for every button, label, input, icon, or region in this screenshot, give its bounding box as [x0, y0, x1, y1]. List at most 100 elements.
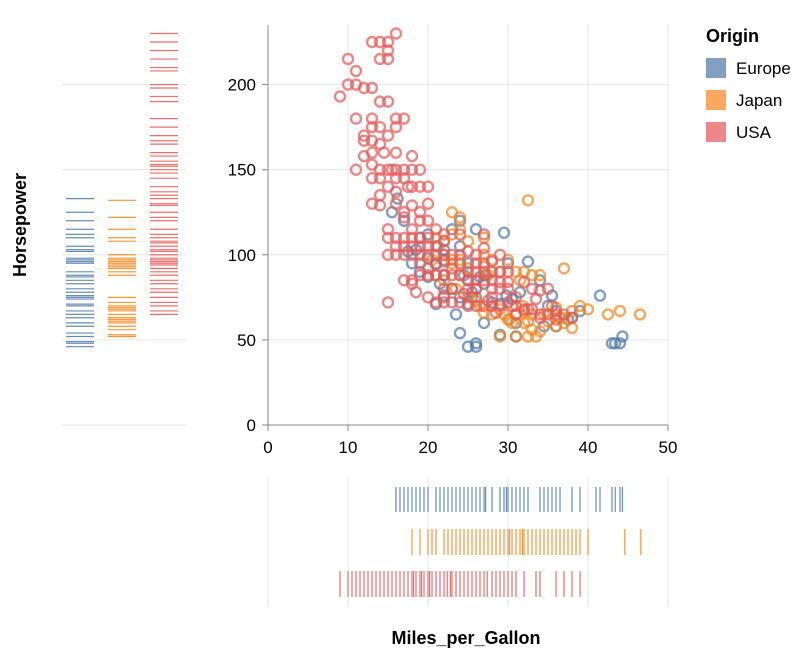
scatter-point-usa [381, 248, 395, 262]
scatter-point-usa [545, 299, 559, 313]
scatter-point-usa [481, 294, 495, 307]
x-tick-label: 40 [579, 438, 598, 457]
scatter-point-usa [541, 282, 555, 295]
scatter-point-usa [565, 311, 579, 324]
scatter-point-usa [365, 120, 379, 134]
scatter-point-usa [357, 129, 371, 142]
x-tick-label: 0 [263, 438, 272, 457]
x-axis-title: Miles_per_Gallon [391, 628, 540, 648]
legend-swatch-europe [706, 58, 726, 78]
y-axis-ticks: 0 50 100 150 200 [228, 76, 268, 435]
scatter-point-usa [365, 171, 379, 185]
scatter-points [333, 27, 647, 353]
scatter-point-usa [477, 241, 491, 255]
scatter-point-usa [413, 163, 427, 176]
scatter-point-europe [469, 337, 483, 350]
scatter-point-usa [469, 257, 483, 270]
marginal-x-tick-strips [339, 487, 642, 597]
x-tick-label: 20 [419, 438, 438, 457]
scatter-point-usa [445, 269, 459, 282]
scatter-point-usa [437, 269, 451, 282]
scatter-point-usa [413, 180, 427, 193]
scatter-point-usa [381, 44, 395, 57]
scatter-point-usa [421, 240, 435, 253]
scatter-point-japan [493, 330, 507, 343]
scatter-point-usa [365, 81, 379, 95]
scatter-point-usa [397, 231, 411, 245]
scatter-point-usa [445, 248, 459, 262]
scatter-point-usa [381, 163, 395, 176]
scatter-point-usa [381, 296, 395, 309]
scatter-point-usa [405, 223, 419, 236]
scatter-point-usa [457, 287, 471, 301]
scatter-point-usa [381, 95, 395, 108]
y-tick-label: 200 [228, 76, 256, 95]
scatter-point-usa [405, 149, 419, 163]
legend-swatch-japan [706, 90, 726, 110]
scatter-point-japan [521, 194, 535, 207]
scatter-point-usa [377, 146, 391, 159]
scatter-point-usa [389, 231, 403, 245]
scatter-point-japan [521, 330, 535, 343]
scatter-point-usa [445, 282, 459, 295]
scatter-point-europe [616, 330, 629, 343]
scatter-point-usa [493, 275, 507, 289]
scatter-point-usa [413, 248, 427, 262]
scatter-point-usa [421, 231, 435, 245]
scatter-point-usa [477, 265, 491, 278]
legend-items: Europe Japan USA [706, 58, 791, 142]
scatter-point-europe [497, 226, 511, 239]
y-tick-label: 0 [247, 416, 256, 435]
scatter-point-usa [437, 248, 451, 262]
scatter-point-usa [405, 163, 419, 176]
scatter-point-usa [469, 265, 483, 278]
scatter-point-usa [373, 95, 387, 108]
scatter-point-usa [401, 180, 415, 193]
scatter-point-japan [533, 325, 547, 338]
scatter-point-japan [517, 316, 531, 330]
scatter-point-usa [373, 52, 387, 66]
scatter-point-usa [381, 223, 395, 236]
scatter-point-usa [373, 188, 387, 202]
scatter-point-usa [405, 180, 419, 193]
scatter-point-usa [373, 163, 387, 176]
scatter-point-usa [349, 64, 363, 78]
scatter-point-usa [357, 134, 371, 147]
scatter-point-usa [477, 228, 491, 241]
scatter-point-usa [445, 262, 459, 275]
scatter-point-usa [485, 282, 499, 295]
scatter-point-usa [405, 199, 419, 212]
scatter-point-usa [349, 163, 363, 176]
scatter-point-europe [477, 316, 491, 330]
scatter-point-usa [373, 120, 387, 134]
scatter-point-usa [389, 27, 403, 40]
scatter-point-usa [461, 245, 475, 258]
scatter-point-usa [421, 214, 435, 227]
scatter-point-europe [573, 304, 587, 318]
scatter-point-usa [397, 112, 411, 125]
scatter-point-usa [365, 112, 379, 125]
legend-label-europe: Europe [736, 59, 791, 78]
scatter-point-usa [397, 248, 411, 262]
scatter-point-usa [405, 248, 419, 262]
legend-title: Origin [706, 26, 759, 46]
scatter-point-usa [525, 282, 539, 295]
scatter-point-usa [349, 112, 363, 125]
scatter-point-japan [565, 321, 579, 335]
scatter-point-japan [633, 308, 647, 321]
scatter-point-japan [445, 228, 459, 241]
scatter-point-usa [397, 163, 411, 176]
scatter-point-usa [381, 231, 395, 245]
scatter-point-usa [357, 149, 371, 163]
scatter-point-usa [421, 197, 435, 210]
scatter-point-usa [489, 306, 503, 319]
scatter-point-usa [505, 299, 519, 313]
scatter-point-usa [413, 205, 427, 219]
scatter-point-usa [373, 35, 387, 49]
scatter-point-usa [469, 274, 483, 287]
scatter-point-usa [529, 292, 543, 306]
scatter-point-usa [389, 185, 403, 199]
scatter-point-usa [349, 78, 363, 91]
